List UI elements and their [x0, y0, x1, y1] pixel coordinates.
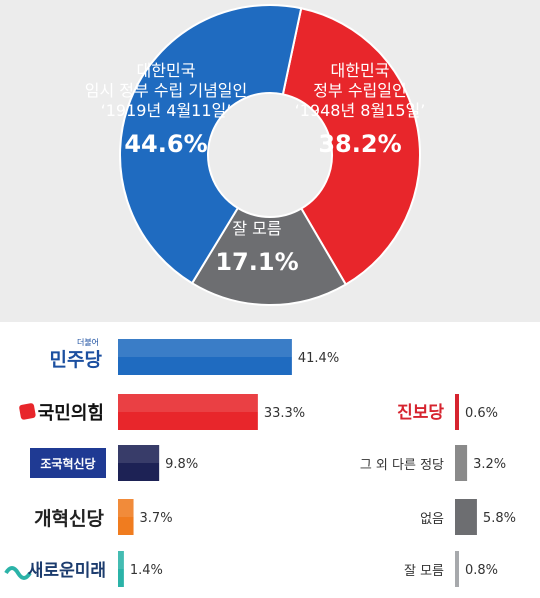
bar-value-label: 9.8% — [165, 457, 198, 472]
party-logo-mark — [4, 566, 32, 580]
bar-highlight — [118, 445, 160, 463]
category-label: 잘 모름 — [404, 564, 444, 579]
party-logo: 조국혁신당 — [40, 456, 95, 471]
bar-value-label: 3.7% — [140, 511, 173, 526]
party-logo: 국민의힘 — [38, 403, 104, 424]
donut-slice-label: ‘1919년 4월11일’ — [101, 101, 232, 120]
bar-highlight — [118, 394, 258, 412]
bar-value-label: 0.8% — [465, 563, 498, 578]
category-label: 없음 — [420, 512, 444, 527]
party-logo-mark — [19, 403, 36, 420]
category-label: 진보당 — [397, 403, 444, 423]
donut-slice-label: 대한민국 — [137, 61, 196, 80]
bar — [455, 499, 477, 535]
donut-slice-label: 정부 수립일인 — [313, 81, 406, 100]
donut-slice-label: 잘 모름 — [232, 219, 281, 238]
party-logo-small: 더불어 — [77, 337, 99, 347]
bar — [118, 551, 124, 587]
bar — [455, 394, 459, 430]
bar — [118, 445, 160, 481]
donut-slice — [119, 4, 303, 285]
donut-slice-value: 38.2% — [318, 130, 401, 158]
bar — [118, 339, 292, 375]
donut-slice — [281, 7, 421, 286]
donut-slice-value: 44.6% — [124, 130, 207, 158]
donut-slice — [190, 206, 348, 306]
bar — [455, 445, 468, 481]
category-label: 그 외 다른 정당 — [360, 458, 444, 473]
donut-slice-value: 17.1% — [215, 248, 298, 276]
bar-value-label: 0.6% — [465, 406, 498, 421]
bar-value-label: 41.4% — [298, 351, 339, 366]
bar-value-label: 1.4% — [130, 563, 163, 578]
bar-highlight — [118, 551, 124, 569]
donut-slice-label: 임시 정부 수립 기념일인 — [85, 81, 247, 100]
bar — [455, 551, 459, 587]
donut-slice-label: 대한민국 — [331, 61, 390, 80]
bar-value-label: 5.8% — [483, 511, 516, 526]
bar-highlight — [118, 499, 134, 517]
party-logo: 새로운미래 — [28, 561, 106, 581]
party-logo: 민주당 — [50, 349, 103, 371]
bar-value-label: 33.3% — [264, 406, 305, 421]
bar-highlight — [118, 339, 292, 357]
bar — [118, 499, 134, 535]
party-logo: 개혁신당 — [34, 508, 104, 530]
donut-chart-panel: 대한민국 정부 수립일인 ‘1948년 8월15일’ 38.2% 잘 모름 17.1% 대한… — [0, 0, 540, 322]
donut-slice-label: ‘1948년 8월15일’ — [295, 101, 426, 120]
bar-value-label: 3.2% — [473, 457, 506, 472]
party-logo-box — [30, 448, 106, 478]
bar — [118, 394, 258, 430]
